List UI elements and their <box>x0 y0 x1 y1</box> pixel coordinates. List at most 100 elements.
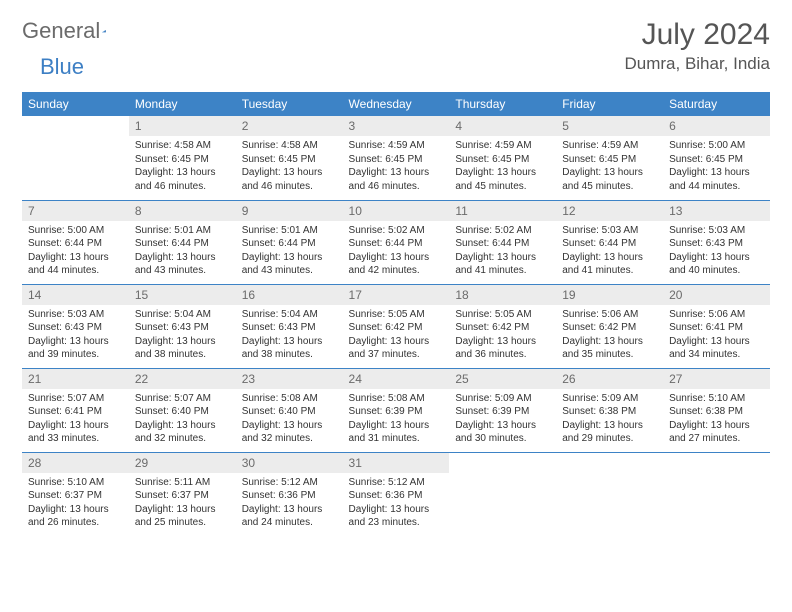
calendar-day-cell: 4Sunrise: 4:59 AMSunset: 6:45 PMDaylight… <box>449 116 556 200</box>
sunset-text: Sunset: 6:43 PM <box>242 321 337 335</box>
sunrise-text: Sunrise: 5:09 AM <box>455 392 550 406</box>
calendar-day-cell: 9Sunrise: 5:01 AMSunset: 6:44 PMDaylight… <box>236 200 343 284</box>
calendar-day-cell: 22Sunrise: 5:07 AMSunset: 6:40 PMDayligh… <box>129 368 236 452</box>
daylight-text: Daylight: 13 hours and 25 minutes. <box>135 503 230 530</box>
weekday-header: Friday <box>556 92 663 116</box>
day-number: 22 <box>129 369 236 389</box>
day-details: Sunrise: 5:05 AMSunset: 6:42 PMDaylight:… <box>343 305 450 366</box>
calendar-day-cell: 2Sunrise: 4:58 AMSunset: 6:45 PMDaylight… <box>236 116 343 200</box>
day-details: Sunrise: 5:12 AMSunset: 6:36 PMDaylight:… <box>343 473 450 534</box>
weekday-header: Saturday <box>663 92 770 116</box>
sunset-text: Sunset: 6:40 PM <box>242 405 337 419</box>
sunset-text: Sunset: 6:45 PM <box>455 153 550 167</box>
sunset-text: Sunset: 6:45 PM <box>562 153 657 167</box>
calendar-day-cell: 6Sunrise: 5:00 AMSunset: 6:45 PMDaylight… <box>663 116 770 200</box>
sunrise-text: Sunrise: 5:00 AM <box>28 224 123 238</box>
calendar-day-cell: 14Sunrise: 5:03 AMSunset: 6:43 PMDayligh… <box>22 284 129 368</box>
calendar-week-row: 7Sunrise: 5:00 AMSunset: 6:44 PMDaylight… <box>22 200 770 284</box>
sunrise-text: Sunrise: 5:02 AM <box>455 224 550 238</box>
daylight-text: Daylight: 13 hours and 38 minutes. <box>242 335 337 362</box>
sunrise-text: Sunrise: 5:02 AM <box>349 224 444 238</box>
sunrise-text: Sunrise: 5:03 AM <box>28 308 123 322</box>
day-number: 21 <box>22 369 129 389</box>
day-number <box>663 453 770 459</box>
calendar-day-cell <box>663 452 770 536</box>
sunset-text: Sunset: 6:41 PM <box>28 405 123 419</box>
sunrise-text: Sunrise: 5:03 AM <box>669 224 764 238</box>
day-details: Sunrise: 5:03 AMSunset: 6:44 PMDaylight:… <box>556 221 663 282</box>
sunset-text: Sunset: 6:42 PM <box>562 321 657 335</box>
daylight-text: Daylight: 13 hours and 38 minutes. <box>135 335 230 362</box>
sunrise-text: Sunrise: 4:59 AM <box>562 139 657 153</box>
day-details: Sunrise: 5:06 AMSunset: 6:42 PMDaylight:… <box>556 305 663 366</box>
sunset-text: Sunset: 6:44 PM <box>455 237 550 251</box>
day-details: Sunrise: 5:04 AMSunset: 6:43 PMDaylight:… <box>236 305 343 366</box>
calendar-day-cell: 18Sunrise: 5:05 AMSunset: 6:42 PMDayligh… <box>449 284 556 368</box>
day-details: Sunrise: 5:02 AMSunset: 6:44 PMDaylight:… <box>449 221 556 282</box>
sunrise-text: Sunrise: 5:07 AM <box>135 392 230 406</box>
day-number: 24 <box>343 369 450 389</box>
daylight-text: Daylight: 13 hours and 39 minutes. <box>28 335 123 362</box>
calendar-week-row: 14Sunrise: 5:03 AMSunset: 6:43 PMDayligh… <box>22 284 770 368</box>
calendar-day-cell: 23Sunrise: 5:08 AMSunset: 6:40 PMDayligh… <box>236 368 343 452</box>
calendar-day-cell: 25Sunrise: 5:09 AMSunset: 6:39 PMDayligh… <box>449 368 556 452</box>
daylight-text: Daylight: 13 hours and 37 minutes. <box>349 335 444 362</box>
weekday-header: Monday <box>129 92 236 116</box>
logo: General <box>22 18 126 44</box>
calendar-week-row: 1Sunrise: 4:58 AMSunset: 6:45 PMDaylight… <box>22 116 770 200</box>
calendar-week-row: 21Sunrise: 5:07 AMSunset: 6:41 PMDayligh… <box>22 368 770 452</box>
sunrise-text: Sunrise: 5:10 AM <box>669 392 764 406</box>
day-details: Sunrise: 5:02 AMSunset: 6:44 PMDaylight:… <box>343 221 450 282</box>
daylight-text: Daylight: 13 hours and 32 minutes. <box>135 419 230 446</box>
day-details: Sunrise: 5:09 AMSunset: 6:38 PMDaylight:… <box>556 389 663 450</box>
sunset-text: Sunset: 6:43 PM <box>28 321 123 335</box>
sunset-text: Sunset: 6:45 PM <box>242 153 337 167</box>
daylight-text: Daylight: 13 hours and 46 minutes. <box>349 166 444 193</box>
day-details: Sunrise: 5:12 AMSunset: 6:36 PMDaylight:… <box>236 473 343 534</box>
day-details: Sunrise: 5:08 AMSunset: 6:39 PMDaylight:… <box>343 389 450 450</box>
daylight-text: Daylight: 13 hours and 33 minutes. <box>28 419 123 446</box>
day-number: 17 <box>343 285 450 305</box>
sunset-text: Sunset: 6:38 PM <box>669 405 764 419</box>
sunrise-text: Sunrise: 5:10 AM <box>28 476 123 490</box>
sunrise-text: Sunrise: 5:07 AM <box>28 392 123 406</box>
calendar-day-cell: 3Sunrise: 4:59 AMSunset: 6:45 PMDaylight… <box>343 116 450 200</box>
day-details: Sunrise: 5:11 AMSunset: 6:37 PMDaylight:… <box>129 473 236 534</box>
day-details: Sunrise: 5:08 AMSunset: 6:40 PMDaylight:… <box>236 389 343 450</box>
day-details: Sunrise: 4:59 AMSunset: 6:45 PMDaylight:… <box>449 136 556 197</box>
sunset-text: Sunset: 6:44 PM <box>28 237 123 251</box>
sunset-text: Sunset: 6:45 PM <box>349 153 444 167</box>
day-details: Sunrise: 4:59 AMSunset: 6:45 PMDaylight:… <box>556 136 663 197</box>
day-details: Sunrise: 5:07 AMSunset: 6:40 PMDaylight:… <box>129 389 236 450</box>
calendar-day-cell: 27Sunrise: 5:10 AMSunset: 6:38 PMDayligh… <box>663 368 770 452</box>
daylight-text: Daylight: 13 hours and 30 minutes. <box>455 419 550 446</box>
calendar-day-cell: 17Sunrise: 5:05 AMSunset: 6:42 PMDayligh… <box>343 284 450 368</box>
sunset-text: Sunset: 6:44 PM <box>135 237 230 251</box>
weekday-header: Wednesday <box>343 92 450 116</box>
sunrise-text: Sunrise: 5:01 AM <box>135 224 230 238</box>
calendar-day-cell: 26Sunrise: 5:09 AMSunset: 6:38 PMDayligh… <box>556 368 663 452</box>
day-number <box>556 453 663 459</box>
sunrise-text: Sunrise: 5:04 AM <box>242 308 337 322</box>
sunset-text: Sunset: 6:43 PM <box>135 321 230 335</box>
calendar-day-cell: 15Sunrise: 5:04 AMSunset: 6:43 PMDayligh… <box>129 284 236 368</box>
calendar-day-cell: 31Sunrise: 5:12 AMSunset: 6:36 PMDayligh… <box>343 452 450 536</box>
day-number: 19 <box>556 285 663 305</box>
sunset-text: Sunset: 6:37 PM <box>135 489 230 503</box>
daylight-text: Daylight: 13 hours and 35 minutes. <box>562 335 657 362</box>
calendar-day-cell <box>22 116 129 200</box>
daylight-text: Daylight: 13 hours and 24 minutes. <box>242 503 337 530</box>
day-details: Sunrise: 5:03 AMSunset: 6:43 PMDaylight:… <box>22 305 129 366</box>
day-number: 28 <box>22 453 129 473</box>
daylight-text: Daylight: 13 hours and 43 minutes. <box>135 251 230 278</box>
day-details: Sunrise: 5:10 AMSunset: 6:38 PMDaylight:… <box>663 389 770 450</box>
day-number: 9 <box>236 201 343 221</box>
calendar-day-cell: 8Sunrise: 5:01 AMSunset: 6:44 PMDaylight… <box>129 200 236 284</box>
daylight-text: Daylight: 13 hours and 45 minutes. <box>455 166 550 193</box>
sunrise-text: Sunrise: 5:03 AM <box>562 224 657 238</box>
sunrise-text: Sunrise: 4:58 AM <box>135 139 230 153</box>
sunrise-text: Sunrise: 5:06 AM <box>669 308 764 322</box>
day-details: Sunrise: 4:58 AMSunset: 6:45 PMDaylight:… <box>129 136 236 197</box>
day-number: 31 <box>343 453 450 473</box>
day-details: Sunrise: 4:59 AMSunset: 6:45 PMDaylight:… <box>343 136 450 197</box>
